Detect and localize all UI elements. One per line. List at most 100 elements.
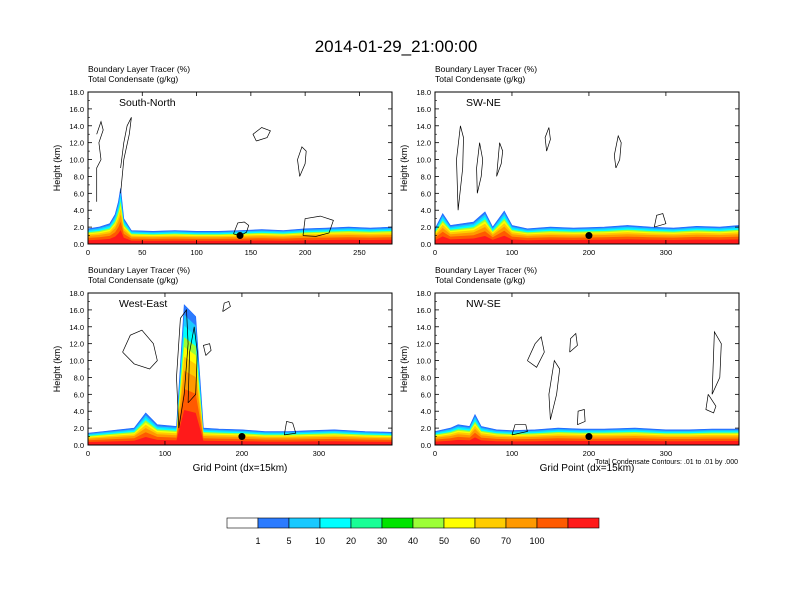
panel-subtitle-condensate: Total Condensate (g/kg)	[435, 275, 525, 285]
y-tick-label: 12.0	[69, 139, 84, 148]
colorbar-label: 100	[529, 536, 544, 546]
colorbar-swatch	[288, 517, 321, 529]
x-tick-label: 100	[159, 449, 172, 458]
panel-label: SW-NE	[466, 97, 501, 109]
colorbar-swatch	[319, 517, 352, 529]
x-tick-label: 300	[660, 248, 673, 257]
condensate-contour	[476, 142, 484, 194]
location-marker	[238, 433, 246, 441]
condensate-contour	[511, 424, 528, 436]
condensate-contour	[202, 343, 212, 356]
condensate-contour	[456, 125, 464, 211]
condensate-contour	[613, 134, 622, 169]
y-axis-label: Height (km)	[399, 145, 409, 192]
panel-subtitle-condensate: Total Condensate (g/kg)	[435, 74, 525, 84]
panels: Boundary Layer Tracer (%)Total Condensat…	[52, 64, 740, 474]
y-tick-label: 10.0	[416, 357, 431, 366]
tracer-band	[88, 410, 392, 445]
contour-footnote: Total Condensate Contours: .01 to .01 by…	[595, 459, 738, 466]
y-tick-label: 4.0	[421, 206, 431, 215]
condensate-contour	[176, 308, 189, 429]
x-tick-label: 0	[86, 248, 90, 257]
panel-subtitle-tracer: Boundary Layer Tracer (%)	[435, 64, 537, 74]
tracer-band	[88, 208, 392, 244]
colorbar-label: 5	[286, 536, 291, 546]
y-tick-label: 8.0	[74, 172, 84, 181]
y-tick-label: 12.0	[416, 139, 431, 148]
colorbar: 1 5 10 20 30 40 50 60 70 100	[226, 517, 600, 546]
tracer-envelope	[88, 304, 392, 434]
panel-label: South-North	[119, 97, 176, 109]
x-tick-label: 0	[86, 449, 90, 458]
x-tick-label: 50	[138, 248, 146, 257]
colorbar-swatch	[536, 517, 569, 529]
tracer-envelope	[88, 188, 392, 232]
colorbar-swatch	[412, 517, 445, 529]
condensate-contour	[544, 127, 551, 152]
tracer-envelope	[435, 210, 739, 230]
panel-label: NW-SE	[466, 298, 501, 310]
condensate-contour	[187, 326, 198, 404]
y-tick-label: 12.0	[69, 340, 84, 349]
tracer-band	[88, 230, 392, 244]
colorbar-label: 30	[377, 536, 387, 546]
condensate-contour	[653, 213, 667, 228]
y-tick-label: 12.0	[416, 340, 431, 349]
y-tick-label: 10.0	[69, 156, 84, 165]
x-tick-label: 300	[660, 449, 673, 458]
tracer-band	[88, 370, 392, 445]
y-tick-label: 14.0	[69, 122, 84, 131]
panel-subtitle-tracer: Boundary Layer Tracer (%)	[88, 265, 190, 275]
y-tick-label: 6.0	[74, 189, 84, 198]
condensate-contour	[527, 336, 545, 368]
condensate-contour	[252, 127, 271, 142]
colorbar-label: 60	[470, 536, 480, 546]
plot-frame	[87, 91, 393, 245]
condensate-contour	[705, 394, 717, 414]
condensate-contour	[283, 420, 297, 436]
tracer-band	[88, 325, 392, 445]
y-tick-label: 16.0	[416, 306, 431, 315]
panel-label: West-East	[119, 298, 167, 310]
y-tick-label: 0.0	[421, 441, 431, 450]
y-tick-label: 6.0	[421, 189, 431, 198]
tracer-band	[88, 221, 392, 244]
plot-frame	[87, 292, 393, 446]
x-tick-label: 100	[190, 248, 203, 257]
y-tick-label: 16.0	[69, 306, 84, 315]
x-axis-label: Grid Point (dx=15km)	[193, 463, 288, 474]
location-marker	[585, 232, 593, 240]
condensate-contour	[496, 142, 504, 177]
y-tick-label: 2.0	[74, 424, 84, 433]
colorbar-swatch	[567, 517, 600, 529]
colorbar-swatch	[505, 517, 538, 529]
tracer-band	[88, 388, 392, 445]
colorbar-swatch	[226, 517, 259, 529]
y-tick-label: 2.0	[74, 223, 84, 232]
tracer-band	[88, 337, 392, 445]
condensate-contour	[122, 329, 158, 370]
colorbar-swatch	[257, 517, 290, 529]
x-tick-label: 100	[506, 248, 519, 257]
location-marker	[585, 433, 593, 441]
colorbar-label: 10	[315, 536, 325, 546]
tracer-band	[435, 235, 739, 244]
condensate-contour	[548, 359, 561, 420]
colorbar-swatch	[350, 517, 383, 529]
x-tick-label: 200	[583, 449, 596, 458]
y-tick-label: 14.0	[416, 122, 431, 131]
condensate-contour	[302, 215, 334, 237]
condensate-contour	[120, 117, 132, 194]
y-tick-label: 8.0	[421, 172, 431, 181]
y-tick-label: 4.0	[421, 407, 431, 416]
tracer-band	[88, 346, 392, 445]
y-tick-label: 14.0	[416, 323, 431, 332]
y-tick-label: 6.0	[421, 390, 431, 399]
x-tick-label: 150	[245, 248, 258, 257]
y-axis-label: Height (km)	[52, 346, 62, 393]
panel-3: Boundary Layer Tracer (%)Total Condensat…	[52, 265, 393, 474]
panel-subtitle-condensate: Total Condensate (g/kg)	[88, 275, 178, 285]
y-tick-label: 18.0	[416, 88, 431, 97]
x-tick-label: 0	[433, 248, 437, 257]
